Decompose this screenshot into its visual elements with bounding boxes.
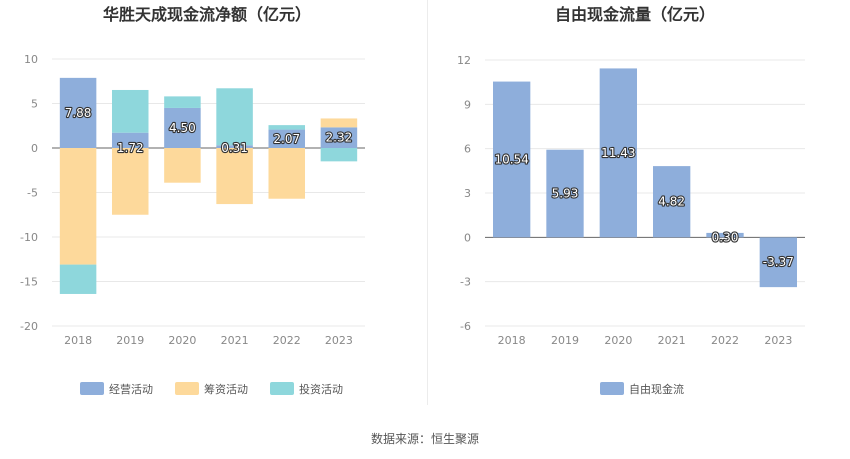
cashflow-bar-经营活动-2022 — [268, 129, 306, 148]
cashflow-bar-筹资活动-2021 — [216, 148, 253, 205]
cashflow-y-tick-label: -20 — [20, 320, 38, 333]
fcf-data-label: -3.37 — [763, 255, 794, 269]
fcf-x-tick-label: 2018 — [498, 334, 526, 347]
fcf-bar-自由现金流-2019 — [546, 149, 584, 238]
cash-flow-chart: 华胜天成现金流净额（亿元） 10 5 0 -5 -10 -15 -20 2018 7.88 2019… — [20, 5, 365, 396]
cashflow-data-label: 2.07 — [273, 132, 300, 146]
fcf-y-tick-label: 12 — [457, 54, 471, 67]
fcf-x-tick-label: 2021 — [658, 334, 686, 347]
cashflow-y-tick-label: -5 — [27, 187, 38, 200]
cashflow-legend-swatch-投资活动 — [270, 382, 294, 395]
cashflow-x-tick-label: 2020 — [168, 334, 196, 347]
fcf-x-tick-label: 2020 — [604, 334, 632, 347]
fcf-y-tick-label: 3 — [464, 187, 471, 200]
cashflow-bar-经营活动-2021 — [216, 145, 253, 148]
cashflow-bar-筹资活动-2019 — [111, 148, 149, 215]
cashflow-y-tick-label: 0 — [31, 142, 38, 155]
cashflow-bar-筹资活动-2018 — [59, 148, 97, 265]
cashflow-bar-筹资活动-2023 — [320, 118, 358, 128]
cashflow-bar-投资活动-2018 — [59, 264, 97, 294]
cashflow-data-label: 0.31 — [221, 141, 248, 155]
fcf-data-label: 11.43 — [601, 146, 635, 160]
cashflow-x-tick-label: 2023 — [325, 334, 353, 347]
cashflow-bar-投资活动-2022 — [268, 125, 306, 130]
cashflow-y-tick-label: 5 — [31, 98, 38, 111]
chart-divider — [427, 0, 428, 405]
cashflow-data-label: 7.88 — [65, 106, 92, 120]
cashflow-legend-swatch-筹资活动 — [175, 382, 199, 395]
fcf-data-label: 0.30 — [712, 230, 739, 244]
fcf-legend-swatch-自由现金流 — [600, 382, 624, 395]
cashflow-x-tick-label: 2018 — [64, 334, 92, 347]
fcf-x-tick-label: 2023 — [764, 334, 792, 347]
cashflow-legend-swatch-经营活动 — [80, 382, 104, 395]
cashflow-bar-筹资活动-2022 — [268, 148, 306, 199]
cashflow-legend-label: 投资活动 — [299, 382, 343, 396]
fcf-x-tick-label: 2019 — [551, 334, 579, 347]
cashflow-bar-筹资活动-2020 — [164, 148, 201, 183]
fcf-bar-自由现金流-2018 — [493, 81, 531, 238]
fcf-bar-自由现金流-2023 — [759, 237, 797, 288]
cashflow-y-tick-label: 10 — [24, 53, 38, 66]
fcf-y-tick-label: -6 — [460, 320, 471, 333]
fcf-data-label: 10.54 — [494, 152, 528, 166]
cashflow-x-tick-label: 2019 — [116, 334, 144, 347]
fcf-bar-自由现金流-2022 — [706, 232, 744, 238]
cashflow-bar-经营活动-2020 — [164, 107, 201, 148]
cashflow-bar-投资活动-2021 — [216, 88, 253, 146]
cashflow-title: 华胜天成现金流净额（亿元） — [103, 5, 311, 24]
cashflow-legend-label: 经营活动 — [109, 382, 153, 396]
fcf-legend-label: 自由现金流 — [629, 382, 684, 396]
fcf-y-tick-label: -3 — [460, 276, 471, 289]
cashflow-legend-label: 筹资活动 — [204, 382, 248, 396]
fcf-x-tick-label: 2022 — [711, 334, 739, 347]
cashflow-y-tick-label: -15 — [20, 276, 38, 289]
source-label: 数据来源：恒生聚源 — [370, 432, 479, 446]
cashflow-data-label: 1.72 — [117, 141, 144, 155]
cashflow-bar-经营活动-2019 — [111, 132, 149, 148]
cashflow-bar-投资活动-2020 — [164, 96, 201, 108]
cashflow-x-tick-label: 2022 — [273, 334, 301, 347]
fcf-y-tick-label: 0 — [464, 231, 471, 244]
fcf-data-label: 4.82 — [658, 195, 685, 209]
cashflow-y-tick-label: -10 — [20, 231, 38, 244]
cashflow-bar-投资活动-2019 — [111, 89, 149, 133]
cashflow-bar-投资活动-2023 — [320, 148, 358, 162]
fcf-bar-自由现金流-2021 — [653, 166, 691, 238]
cashflow-bar-经营活动-2018 — [59, 77, 97, 148]
cashflow-data-label: 4.50 — [169, 121, 196, 135]
fcf-y-tick-label: 9 — [464, 98, 471, 111]
free-cash-flow-chart: 自由现金流量（亿元） 12 9 6 3 0 -3 -6 2018 10.54 2019 5.93 202… — [457, 5, 805, 396]
fcf-bar-自由现金流-2020 — [599, 68, 637, 238]
cashflow-data-label: 2.32 — [326, 131, 353, 145]
fcf-y-tick-label: 6 — [464, 143, 471, 156]
cashflow-x-tick-label: 2021 — [221, 334, 249, 347]
fcf-title: 自由现金流量（亿元） — [555, 5, 715, 24]
cashflow-bar-经营活动-2023 — [320, 127, 358, 148]
fcf-data-label: 5.93 — [552, 187, 579, 201]
